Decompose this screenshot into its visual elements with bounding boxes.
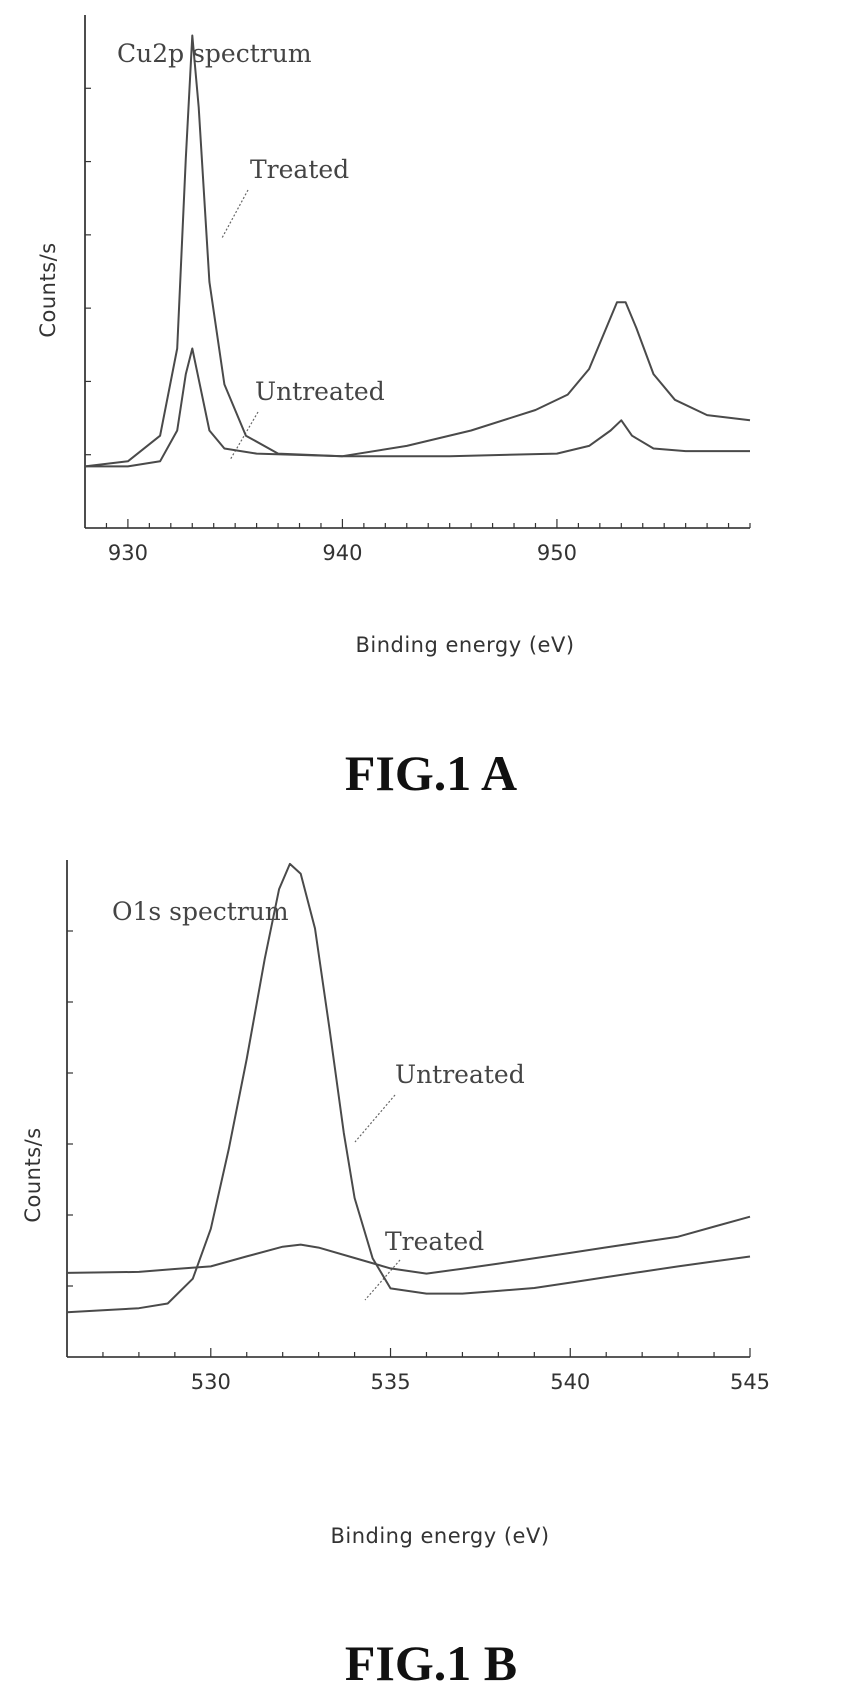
treated-pointer-arrow	[364, 1259, 401, 1301]
x-tick-label: 535	[370, 1370, 410, 1394]
y-axis-label-group: Counts/s	[21, 1127, 45, 1222]
y-axis-label: Counts/s	[36, 242, 60, 337]
series-line-untreated	[66, 862, 751, 1314]
series-label-treated: Treated	[385, 1227, 484, 1256]
x-axis-label: Binding energy (eV)	[355, 633, 574, 657]
series-label-untreated: Untreated	[255, 377, 385, 406]
cu2p-chart-svg: Cu2p spectrum Counts/s Binding energy (e…	[36, 15, 751, 801]
x-tick-label: 940	[322, 541, 362, 565]
figure-1a: Cu2p spectrum Counts/s Binding energy (e…	[0, 0, 863, 820]
figure-caption: FIG.1 A	[345, 745, 517, 801]
x-tick-label: 540	[550, 1370, 590, 1394]
x-tick-label: 930	[108, 541, 148, 565]
figure-caption: FIG.1 B	[345, 1635, 517, 1691]
series-line-treated	[66, 1215, 751, 1275]
y-axis-label: Counts/s	[21, 1127, 45, 1222]
x-tick-label: 545	[730, 1370, 770, 1394]
untreated-pointer-arrow	[354, 1094, 396, 1143]
series-label-untreated: Untreated	[395, 1060, 525, 1089]
treated-pointer-arrow	[221, 189, 249, 239]
x-tick-label: 530	[191, 1370, 231, 1394]
untreated-pointer-arrow	[229, 411, 259, 461]
series-label-treated: Treated	[250, 155, 349, 184]
o1s-chart-svg: O1s spectrum Counts/s Binding energy (eV…	[21, 860, 770, 1691]
chart-title: O1s spectrum	[112, 897, 289, 926]
figure-1b: O1s spectrum Counts/s Binding energy (eV…	[0, 840, 863, 1706]
chart-title: Cu2p spectrum	[117, 39, 312, 68]
y-axis-label-group: Counts/s	[36, 242, 60, 337]
x-tick-label: 950	[537, 541, 577, 565]
series-line-untreated	[85, 347, 750, 468]
plot-area: 930 940 950	[84, 15, 751, 565]
x-axis-label: Binding energy (eV)	[330, 1524, 549, 1548]
plot-area: 530 535 540 545	[66, 860, 770, 1394]
series-line-treated	[84, 34, 751, 468]
